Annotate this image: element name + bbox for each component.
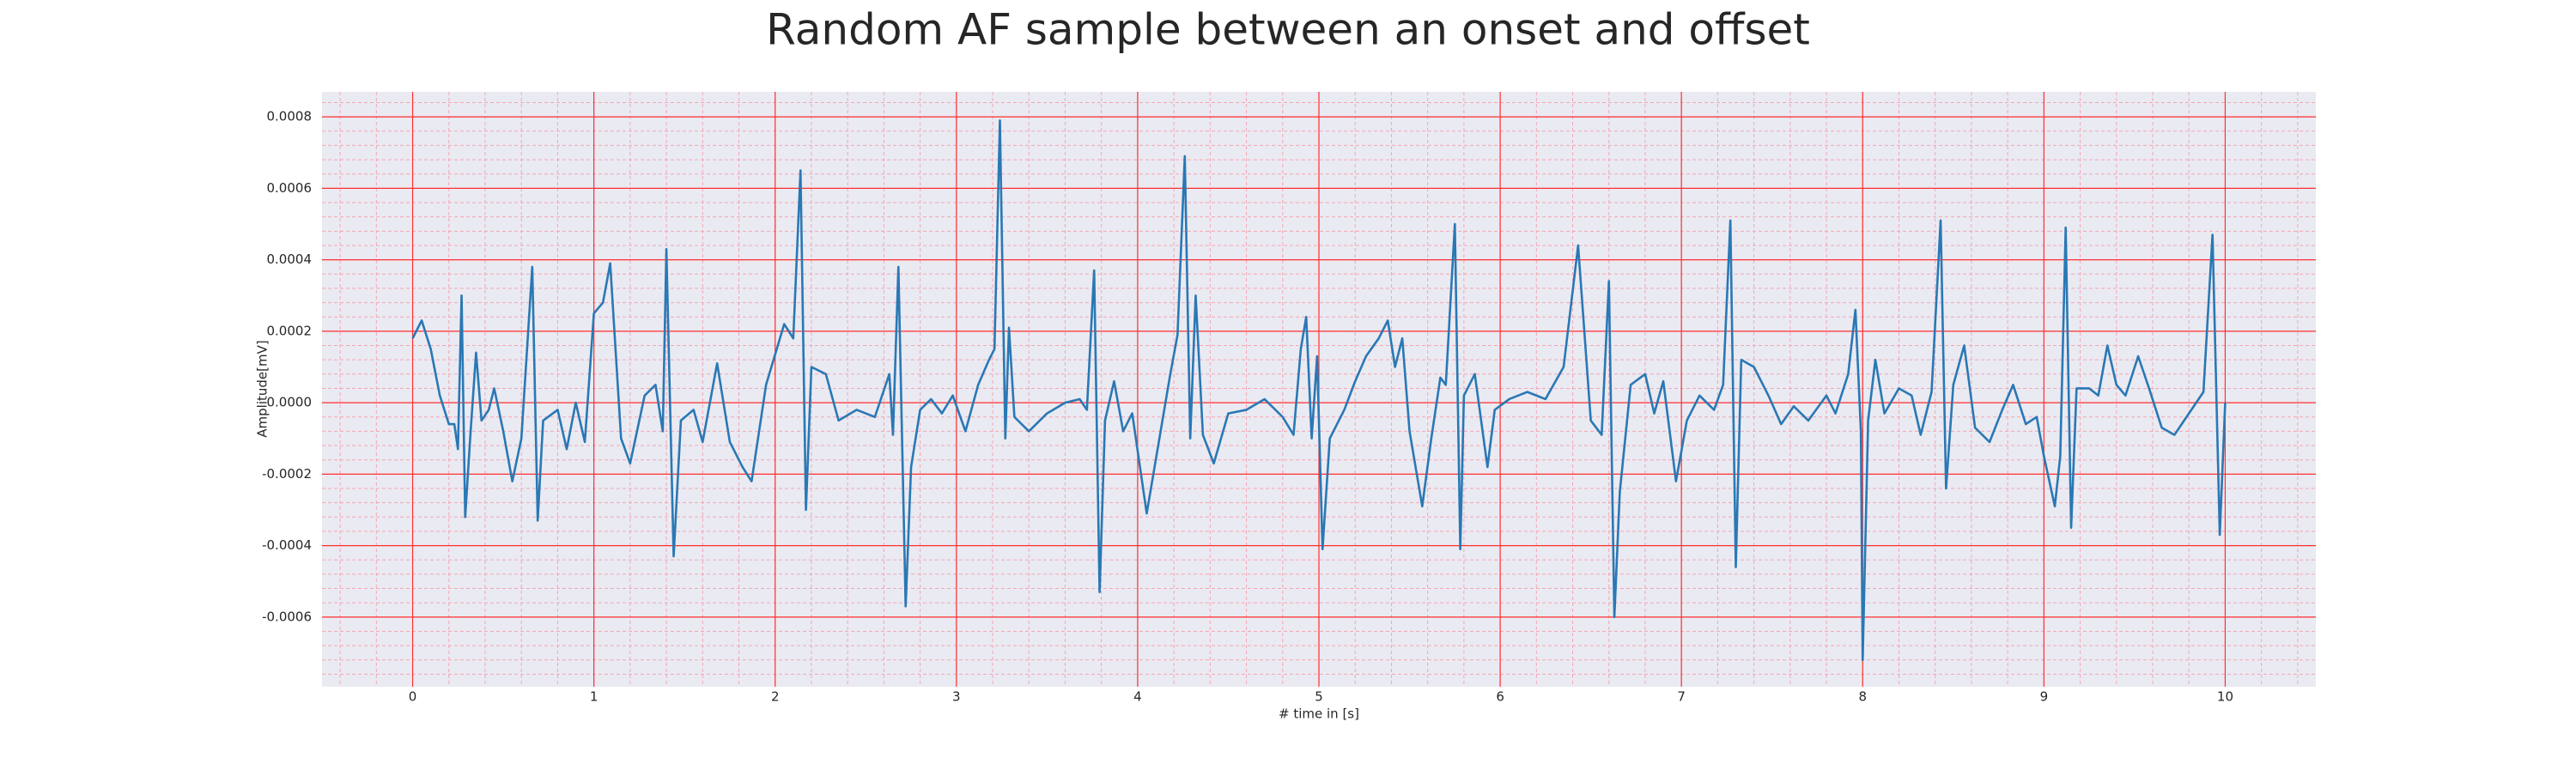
signal-line xyxy=(411,119,2227,662)
x-tick-label: 0 xyxy=(409,689,417,705)
y-tick-label: 0.0004 xyxy=(267,252,313,267)
x-tick-label: 2 xyxy=(771,689,780,705)
y-tick-label: 0.0002 xyxy=(267,323,313,338)
major-grid xyxy=(322,92,2316,687)
x-tick-label: 5 xyxy=(1315,689,1323,705)
y-tick-label: 0.0006 xyxy=(267,180,313,196)
plot-marks xyxy=(411,119,2227,662)
x-axis-label: # time in [s] xyxy=(1279,706,1359,722)
x-tick-label: 7 xyxy=(1677,689,1686,705)
y-tick-label: -0.0004 xyxy=(262,537,312,553)
y-tick-label: -0.0006 xyxy=(262,609,312,624)
y-tick-label: -0.0002 xyxy=(262,466,312,482)
y-tick-label: 0.0008 xyxy=(267,109,313,124)
x-tick-label: 4 xyxy=(1133,689,1142,705)
y-axis-label: Amplitude[mV] xyxy=(255,340,270,437)
x-tick-label: 1 xyxy=(590,689,598,705)
y-tick-label: 0.0000 xyxy=(267,395,313,410)
x-tick-label: 6 xyxy=(1496,689,1504,705)
chart-title: Random AF sample between an onset and of… xyxy=(766,5,1810,55)
x-tick-label: 9 xyxy=(2040,689,2049,705)
x-tick-label: 10 xyxy=(2217,689,2233,705)
x-tick-label: 8 xyxy=(1858,689,1867,705)
x-tick-label: 3 xyxy=(952,689,961,705)
